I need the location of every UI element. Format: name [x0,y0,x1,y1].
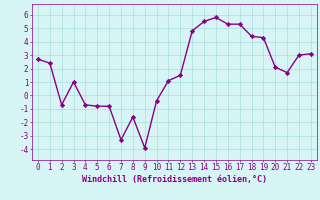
X-axis label: Windchill (Refroidissement éolien,°C): Windchill (Refroidissement éolien,°C) [82,175,267,184]
